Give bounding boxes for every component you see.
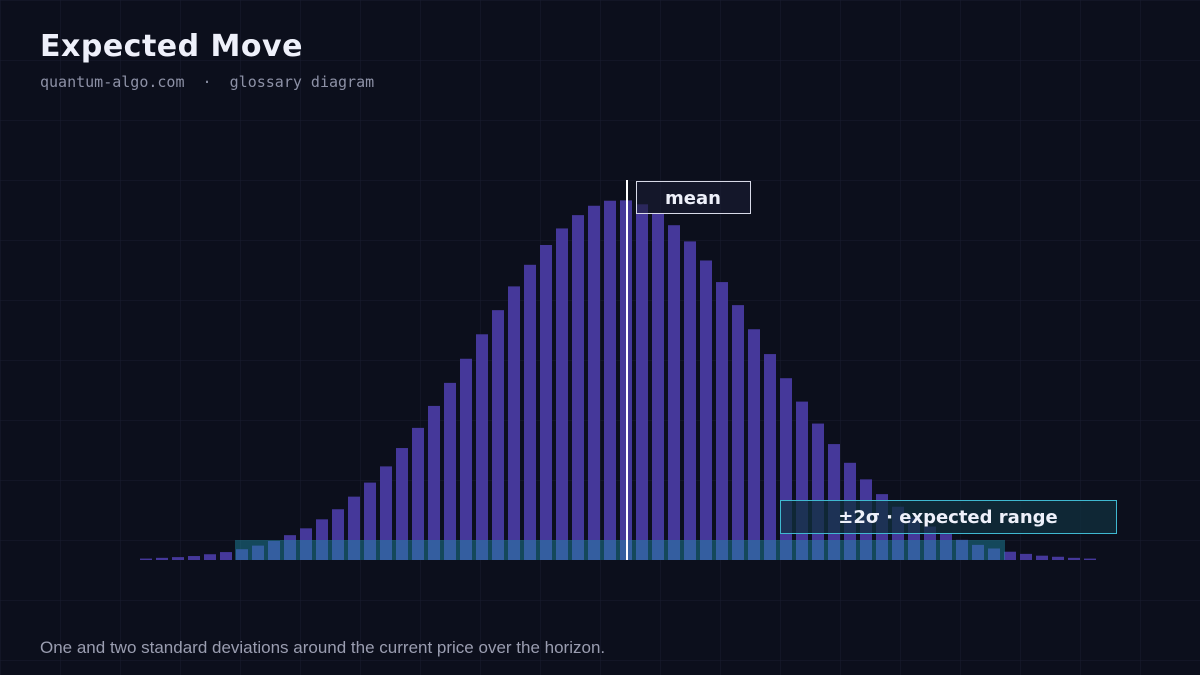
bar xyxy=(956,539,968,560)
bar xyxy=(396,448,408,560)
bar xyxy=(1004,551,1016,560)
caption: One and two standard deviations around t… xyxy=(40,638,605,657)
bar xyxy=(700,260,712,560)
bar xyxy=(300,528,312,560)
bar xyxy=(188,556,200,560)
range-label: ±2σ · expected range xyxy=(838,507,1057,528)
bar xyxy=(668,225,680,560)
range-label-box xyxy=(780,500,1117,534)
bar xyxy=(556,228,568,560)
bar xyxy=(716,282,728,560)
bar xyxy=(220,552,232,560)
bar xyxy=(1052,556,1064,560)
bar xyxy=(1020,553,1032,560)
bar xyxy=(476,334,488,560)
bar xyxy=(732,305,744,560)
bar xyxy=(1068,557,1080,560)
bar xyxy=(748,329,760,560)
bar xyxy=(604,200,616,560)
bar xyxy=(652,212,664,560)
bar xyxy=(284,535,296,560)
bar xyxy=(524,264,536,560)
bar xyxy=(252,545,264,560)
bar xyxy=(572,215,584,560)
bar xyxy=(332,509,344,560)
mean-label-box xyxy=(636,181,751,214)
bar xyxy=(348,496,360,560)
bar xyxy=(812,423,824,560)
bar xyxy=(684,241,696,560)
bar xyxy=(172,557,184,560)
mean-label: mean xyxy=(665,188,721,209)
bar xyxy=(140,558,152,560)
bar xyxy=(268,540,280,560)
bar xyxy=(492,310,504,560)
bar xyxy=(204,554,216,560)
bar xyxy=(316,519,328,560)
chart-title: Expected Move xyxy=(40,29,303,64)
subtitle: quantum-algo.com · glossary diagram xyxy=(40,73,374,91)
bar xyxy=(460,358,472,560)
bar xyxy=(444,382,456,560)
expected-range-band xyxy=(235,540,1005,560)
bar xyxy=(796,401,808,560)
bar xyxy=(508,286,520,560)
bar xyxy=(924,526,936,560)
bar xyxy=(1084,558,1096,560)
bar xyxy=(364,482,376,560)
bar xyxy=(972,544,984,560)
bar xyxy=(156,557,168,560)
bar xyxy=(636,204,648,560)
bar xyxy=(764,354,776,560)
bar xyxy=(236,549,248,560)
bar xyxy=(940,534,952,560)
bar xyxy=(428,405,440,560)
bar xyxy=(412,427,424,560)
bar xyxy=(988,548,1000,560)
bar xyxy=(380,466,392,560)
bar xyxy=(540,245,552,560)
bar xyxy=(588,205,600,560)
bar xyxy=(1036,555,1048,560)
